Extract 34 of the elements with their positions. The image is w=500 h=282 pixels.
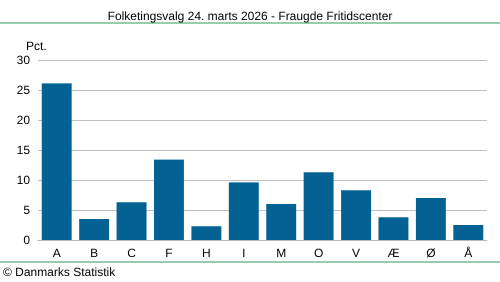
y-tick-label: 10 <box>16 173 30 187</box>
bar <box>453 225 484 240</box>
bar <box>191 226 222 240</box>
y-tick-label: 0 <box>23 233 30 247</box>
bar <box>341 190 372 240</box>
bar <box>228 182 259 240</box>
y-tick-label: 5 <box>23 203 30 217</box>
x-tick-label: Æ <box>387 246 400 260</box>
x-tick-label: B <box>90 246 98 260</box>
y-tick-label: 30 <box>16 53 30 67</box>
x-tick-label: Ø <box>426 246 436 260</box>
x-tick-label: C <box>127 246 136 260</box>
x-tick-label: F <box>165 246 173 260</box>
text: © Danmarks Statistik <box>3 265 116 279</box>
x-tick-label: M <box>276 246 286 260</box>
bar <box>378 217 408 240</box>
bar <box>79 219 110 240</box>
bar <box>42 83 72 240</box>
bar <box>416 198 446 240</box>
x-tick-label: Å <box>464 246 472 260</box>
bar <box>304 172 334 240</box>
x-tick-label: H <box>202 246 211 260</box>
y-tick-label: 20 <box>16 113 30 127</box>
x-tick-label: O <box>314 246 324 260</box>
y-axis-title: Pct. <box>26 39 47 53</box>
x-tick-label: I <box>242 246 246 260</box>
bar <box>266 204 296 240</box>
x-tick-label: A <box>52 246 61 260</box>
bar <box>154 160 184 240</box>
y-tick-label: 15 <box>16 143 30 157</box>
chart-title: Folketingsvalg 24. marts 2026 - Fraugde Fritidscenter <box>108 9 392 23</box>
x-tick-label: V <box>352 246 360 260</box>
bar <box>116 202 147 240</box>
y-tick-label: 25 <box>16 83 30 97</box>
